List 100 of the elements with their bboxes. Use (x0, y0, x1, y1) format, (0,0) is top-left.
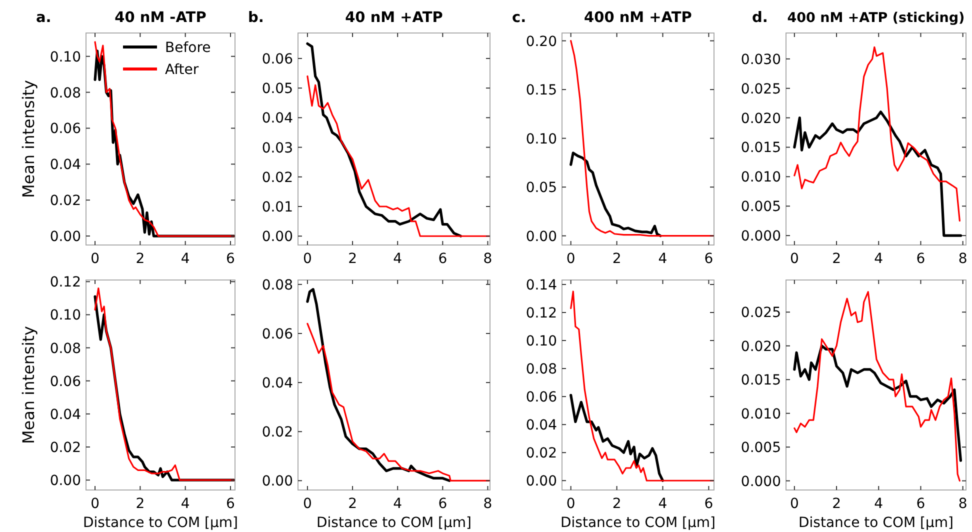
y-tick-label: 0.02 (262, 170, 293, 186)
text: d. (752, 10, 768, 26)
y-tick-label: 0.00 (262, 474, 293, 490)
y-axis-title: Mean intensity (19, 326, 38, 444)
y-tick-label: 0.04 (262, 110, 294, 127)
x-tick-label: 8 (483, 496, 492, 512)
y-tick-label: 0.08 (50, 340, 81, 357)
y-tick-label: 0.06 (50, 121, 82, 138)
y-tick-label: 0.05 (262, 81, 293, 98)
x-tick-label: 0 (90, 496, 100, 512)
y-tick-label: 0.000 (740, 474, 781, 490)
x-tick-label: 8 (958, 251, 968, 267)
y-tick-label: 0.06 (262, 326, 294, 342)
y-tick-label: 0.10 (526, 334, 557, 350)
y-tick-label: 0.04 (262, 376, 294, 392)
chart-title: 400 nM +ATP (sticking) (787, 10, 965, 26)
y-tick-label: 0.10 (50, 49, 81, 66)
line-series (306, 75, 490, 237)
x-tick-label: 0 (90, 251, 100, 267)
y-tick-label: 0.02 (526, 446, 557, 462)
y-axis-title: Mean intensity (19, 80, 38, 198)
legend-label: Before (165, 40, 211, 56)
y-tick-label: 0.005 (740, 199, 781, 216)
line-series (570, 40, 714, 237)
chart-title: 400 nM +ATP (584, 10, 692, 26)
x-tick-label: 4 (180, 496, 190, 512)
y-tick-label: 0.14 (526, 277, 558, 294)
y-tick-label: 0.02 (50, 440, 81, 456)
y-tick-label: 0.08 (262, 277, 293, 294)
x-tick-label: 4 (658, 496, 668, 512)
line-series (306, 322, 490, 482)
x-tick-label: 6 (704, 496, 714, 512)
y-tick-label: 0.10 (526, 131, 557, 148)
legend-label: After (165, 62, 199, 78)
y-tick-label: 0.06 (526, 390, 558, 406)
x-tick-label: 6 (916, 496, 926, 512)
x-tick-label: 4 (874, 251, 884, 267)
line-series (570, 394, 664, 482)
y-tick-label: 0.06 (262, 51, 294, 68)
y-tick-label: 0.030 (740, 52, 781, 68)
x-tick-label: 2 (136, 251, 145, 267)
x-tick-label: 0 (303, 496, 312, 512)
line-series (306, 42, 462, 238)
y-tick-label: 0.04 (50, 157, 82, 174)
x-tick-label: 4 (393, 251, 402, 267)
x-tick-label: 4 (874, 496, 884, 512)
x-tick-label: 2 (832, 496, 841, 512)
y-tick-label: 0.015 (740, 372, 781, 389)
line-series (793, 344, 962, 462)
line-series (794, 46, 960, 222)
y-tick-label: 0.12 (50, 274, 81, 291)
text: a. (36, 10, 52, 26)
x-tick-label: 4 (658, 251, 668, 267)
x-tick-label: 6 (226, 496, 236, 512)
x-tick-label: 8 (483, 251, 492, 267)
x-tick-label: 0 (790, 251, 799, 267)
x-tick-label: 0 (303, 251, 312, 267)
y-tick-label: 0.020 (740, 338, 781, 355)
y-tick-label: 0.00 (262, 229, 293, 246)
y-tick-label: 0.20 (526, 34, 557, 50)
line-series (570, 290, 714, 482)
x-axis-title: Distance to COM [µm] (560, 515, 716, 531)
y-tick-label: 0.010 (740, 170, 781, 186)
y-tick-label: 0.005 (740, 440, 781, 456)
y-tick-label: 0.020 (740, 110, 781, 127)
y-tick-label: 0.03 (262, 140, 293, 156)
x-tick-label: 6 (438, 251, 448, 267)
x-tick-label: 2 (612, 496, 622, 512)
text: c. (512, 10, 526, 26)
x-tick-label: 2 (136, 496, 145, 512)
x-tick-label: 6 (226, 251, 236, 267)
y-tick-label: 0.01 (262, 200, 293, 216)
x-tick-label: 0 (566, 496, 576, 512)
x-tick-label: 8 (958, 496, 968, 512)
x-axis-title: Distance to COM [µm] (798, 515, 954, 531)
text: b. (248, 10, 264, 26)
x-tick-label: 2 (348, 251, 357, 267)
line-series (306, 288, 451, 482)
y-tick-label: 0.02 (262, 424, 293, 441)
y-tick-label: 0.05 (526, 180, 557, 196)
x-tick-label: 6 (916, 251, 926, 267)
x-axis-title: Distance to COM [µm] (83, 515, 238, 531)
y-tick-label: 0.00 (526, 228, 557, 245)
x-tick-label: 2 (612, 251, 622, 267)
line-series (570, 152, 662, 238)
y-tick-label: 0.010 (740, 406, 781, 422)
y-tick-label: 0.000 (740, 228, 781, 245)
y-tick-label: 0.08 (50, 85, 81, 102)
line-series (793, 110, 962, 237)
y-tick-label: 0.02 (50, 193, 81, 210)
chart-title: 40 nM +ATP (345, 10, 444, 26)
y-tick-label: 0.025 (740, 305, 781, 322)
x-tick-label: 4 (393, 496, 402, 512)
x-axis-title: Distance to COM [µm] (316, 515, 472, 531)
x-tick-label: 6 (438, 496, 448, 512)
y-tick-label: 0.025 (740, 81, 781, 98)
y-tick-label: 0.00 (50, 229, 81, 246)
y-tick-label: 0.06 (50, 374, 82, 390)
line-series (794, 291, 960, 482)
y-tick-label: 0.00 (50, 473, 81, 490)
